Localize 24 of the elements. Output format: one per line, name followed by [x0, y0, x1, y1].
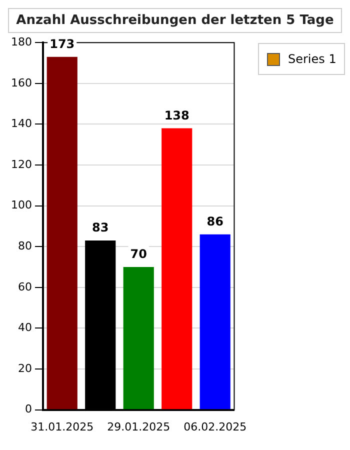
- data-label: 173: [50, 37, 75, 52]
- y-tick-label: 160: [10, 76, 32, 90]
- data-label: 138: [164, 108, 190, 122]
- x-tick-label: 06.02.2025: [184, 420, 247, 434]
- x-tick-label: 29.01.2025: [107, 420, 170, 434]
- data-label: 83: [92, 220, 109, 235]
- y-tick-label: 80: [18, 239, 32, 252]
- bar: [46, 56, 78, 410]
- data-label: 86: [206, 214, 224, 228]
- bar: [162, 128, 192, 410]
- y-tick-label: 140: [10, 117, 32, 130]
- y-tick-label: 0: [24, 402, 32, 416]
- text: Series 1: [288, 52, 336, 66]
- bar: [123, 267, 154, 410]
- chart-title: Anzahl Ausschreibungen der letzten 5 Tage: [8, 8, 342, 33]
- y-tick-label: 60: [18, 280, 32, 294]
- y-tick-label: 20: [18, 362, 32, 375]
- data-label: 70: [130, 247, 147, 262]
- x-tick-label: 31.01.2025: [30, 420, 94, 434]
- y-tick-label: 100: [10, 198, 32, 212]
- y-tick-label: 120: [10, 158, 32, 171]
- y-tick-label: 180: [10, 35, 32, 48]
- y-tick-label: 40: [18, 321, 32, 334]
- bar: [200, 234, 230, 410]
